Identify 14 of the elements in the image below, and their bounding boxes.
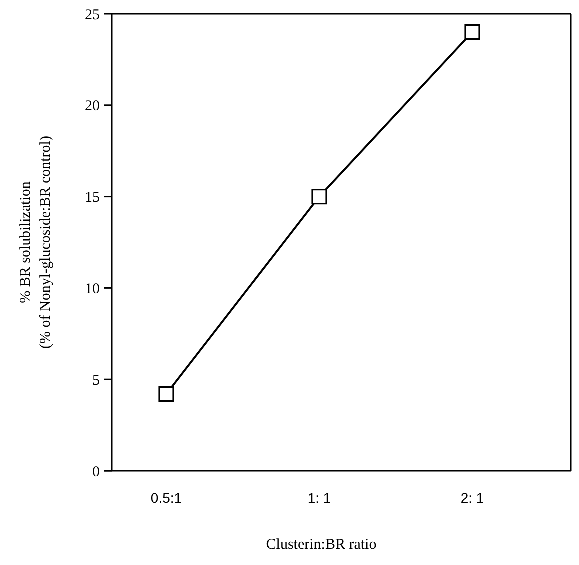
y-tick-label: 0: [92, 464, 100, 480]
point: [464, 24, 480, 40]
x-axis-title: Clusterin:BR ratio: [266, 537, 377, 553]
x-tick-label: 2: 1: [460, 490, 484, 506]
x-tick-label: 1: 1: [308, 490, 332, 506]
y-tick-label: 15: [85, 190, 100, 206]
x-tick-label: 0.5:1: [150, 490, 182, 506]
point: [312, 189, 328, 205]
y-tick-label: 20: [85, 98, 100, 115]
y-tick-label: 5: [92, 372, 100, 389]
y-tick-label: 25: [85, 7, 100, 24]
y-tick-label: 10: [85, 281, 100, 298]
point: [158, 386, 174, 402]
y-axis-title: % BR solubilization (% of Nonyl-glucoside:BR control): [18, 136, 54, 349]
